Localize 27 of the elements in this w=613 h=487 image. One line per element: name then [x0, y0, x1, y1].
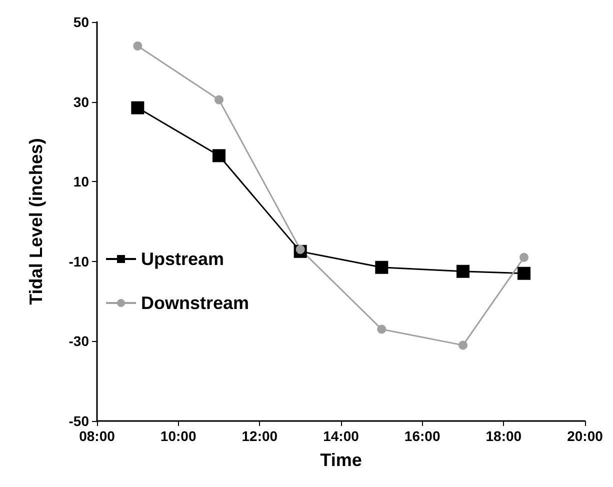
point	[212, 149, 226, 162]
x-tick-label: 12:00	[242, 428, 278, 444]
y-tick-label: -10	[68, 253, 90, 270]
point	[131, 101, 144, 114]
x-tick-label: 20:00	[567, 428, 604, 444]
point	[133, 41, 142, 50]
point	[377, 324, 386, 334]
y-tick-label: 30	[73, 94, 90, 110]
y-tick-label: 50	[73, 14, 90, 30]
x-tick-label: 08:00	[79, 428, 116, 444]
x-tick-label: 18:00	[486, 428, 522, 444]
legend-label: Downstream	[141, 293, 250, 313]
point	[456, 264, 470, 278]
x-tick-label: 16:00	[404, 428, 440, 444]
y-axis-title: Tidal Level (inches)	[26, 138, 46, 305]
x-tick-label: 14:00	[323, 428, 360, 444]
x-tick-label: 10:00	[160, 428, 196, 444]
point	[520, 252, 528, 262]
point	[375, 260, 388, 274]
y-tick-label: -30	[68, 333, 90, 350]
point	[214, 95, 224, 104]
point	[458, 340, 468, 350]
legend-label: Upstream	[141, 249, 224, 269]
y-tick-label: -50	[68, 413, 90, 429]
point	[518, 266, 530, 280]
x-axis-title: Time	[320, 450, 362, 470]
y-tick-label: 10	[73, 174, 90, 190]
